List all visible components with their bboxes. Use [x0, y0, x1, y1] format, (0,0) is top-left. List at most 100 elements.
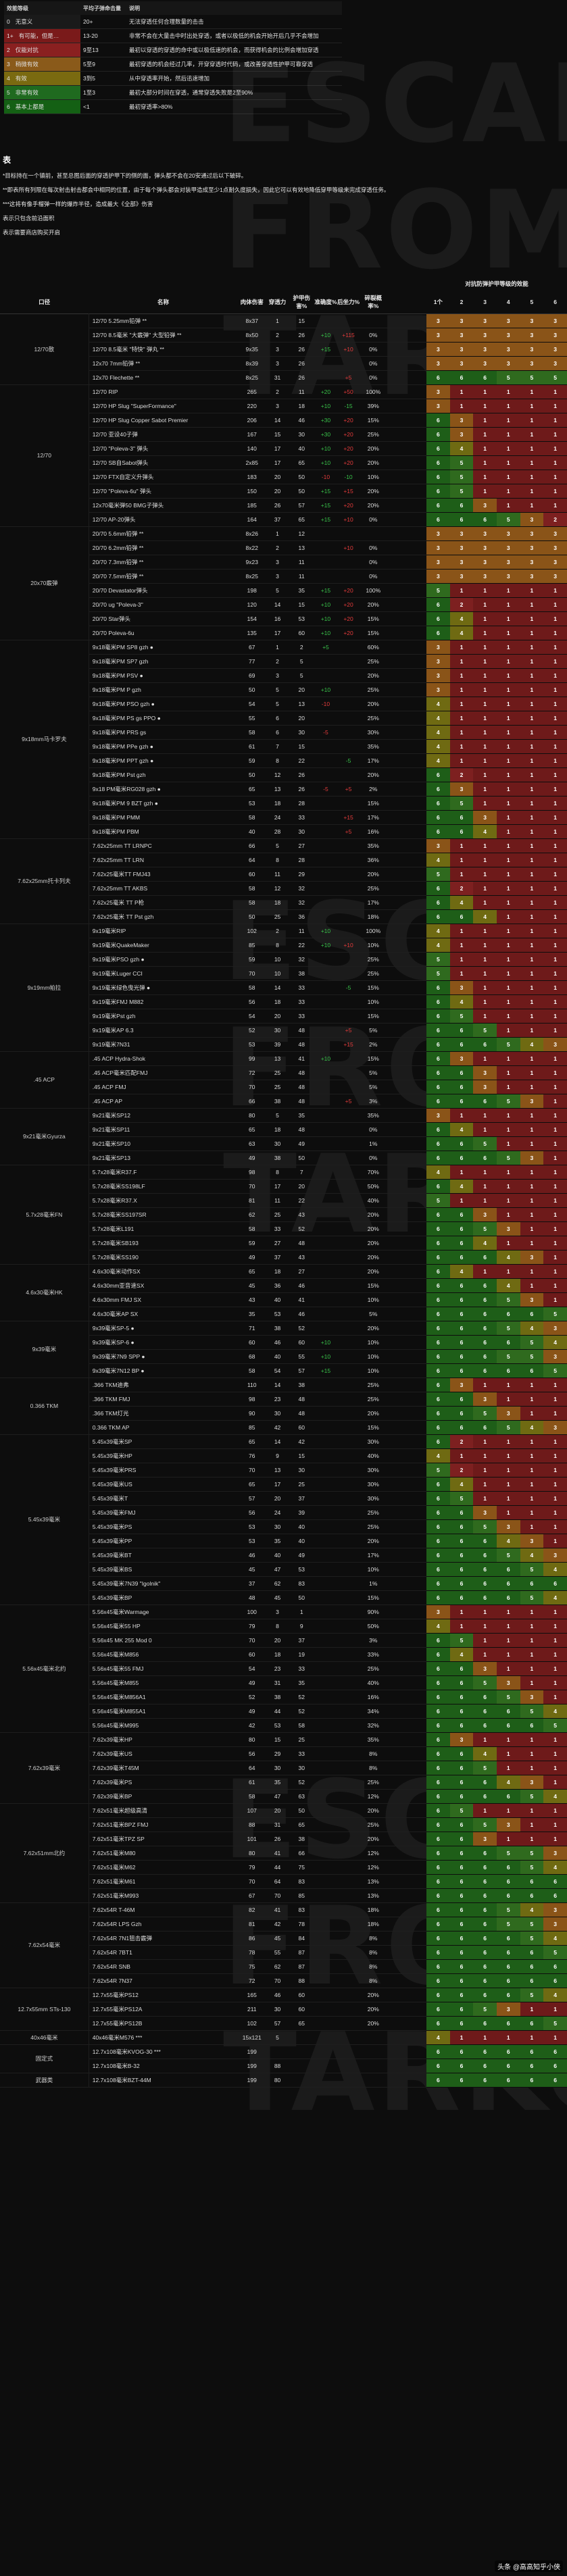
ammo-acc2	[387, 1945, 407, 1960]
eff-cell-2: 5	[449, 455, 474, 470]
eff-cell-1: 6	[426, 1775, 450, 1790]
eff-cell-1: 6	[426, 1505, 450, 1520]
eff-cell-2: 1	[449, 753, 474, 768]
eff-cell-5: 1	[520, 1080, 544, 1094]
ammo-name: 9x18毫米PM SP7 gzh	[89, 654, 238, 669]
ammo-row: 5.45x39毫米PRS 70 13 30 30% 5 2 1 1 1 1	[0, 1463, 567, 1478]
eff-cell-3: 4	[473, 1236, 497, 1251]
ammo-name: 4.6x30mm亚音速SX	[89, 1278, 238, 1293]
ammo-acc2	[387, 1761, 407, 1775]
ammo-acc	[314, 1803, 337, 1818]
eff-cell-1: 6	[426, 441, 450, 456]
ammo-pen: 38	[266, 1690, 289, 1704]
eff-cell-4: 3	[496, 1675, 520, 1690]
eff-cell-5: 1	[520, 1817, 544, 1832]
ammo-rec2	[406, 1548, 426, 1563]
ammo-pen: 14	[266, 980, 289, 995]
eff-cell-6: 3	[543, 356, 567, 371]
ammo-acc	[314, 1505, 337, 1520]
eff-cell-1: 6	[426, 1179, 450, 1194]
ammo-dmg: 80	[237, 1108, 266, 1123]
eff-cell-4: 1	[496, 980, 520, 995]
ammo-arm: 7	[289, 1165, 315, 1180]
eff-cell-2: 6	[449, 1534, 474, 1548]
eff-cell-3: 6	[473, 512, 497, 527]
ammo-name: 9x18毫米PM P gzh	[89, 682, 238, 697]
eff-cell-5: 3	[520, 342, 544, 357]
ammo-rec2	[406, 1420, 426, 1435]
ammo-rec: +15	[337, 810, 360, 825]
ammo-rec	[337, 1108, 360, 1123]
eff-cell-2: 6	[449, 498, 474, 513]
ammo-rec	[337, 1080, 360, 1094]
ammo-rec: +10	[337, 938, 360, 953]
eff-cell-2: 1	[449, 966, 474, 981]
ammo-pen: 12	[266, 767, 289, 782]
ammo-name: 12/70 "Poleva-3" 弹头	[89, 441, 238, 456]
ammo-arm: 65	[289, 512, 315, 527]
ammo-pen: 11	[266, 867, 289, 882]
eff-cell-1: 6	[426, 1420, 450, 1435]
ammo-acc	[314, 1406, 337, 1421]
eff-cell-1: 4	[426, 739, 450, 754]
ammo-acc2	[387, 399, 407, 413]
eff-cell-5: 1	[520, 583, 544, 598]
ammo-acc: +15	[314, 583, 337, 598]
ammo-arm: 60	[289, 626, 315, 640]
eff-cell-5: 1	[520, 1193, 544, 1208]
ammo-dmg: 64	[237, 1761, 266, 1775]
ammo-row: 7.62x54R LPS Gzh 81 42 78 18% 6 6 6 5 5 3	[0, 1917, 567, 1931]
ammo-name: .366 TKM FMJ	[89, 1392, 238, 1407]
eff-cell-2: 1	[449, 640, 474, 655]
ammo-frag: 20%	[360, 697, 387, 711]
ammo-name: 7.62x51毫米BPZ FMJ	[89, 1817, 238, 1832]
ammo-rec2	[406, 1704, 426, 1719]
ammo-frag: 0%	[360, 555, 387, 570]
eff-cell-5: 5	[520, 1846, 544, 1861]
ammo-rec	[337, 924, 360, 938]
eff-cell-2: 6	[449, 1690, 474, 1704]
eff-cell-3: 1	[473, 796, 497, 811]
ammo-arm: 40	[289, 441, 315, 456]
ammo-acc	[314, 1321, 337, 1336]
eff-cell-6: 4	[543, 1562, 567, 1577]
ammo-frag: 18%	[360, 1917, 387, 1931]
eff-cell-5: 1	[520, 427, 544, 442]
eff-cell-1: 6	[426, 611, 450, 626]
eff-cell-6: 1	[543, 654, 567, 669]
ammo-arm: 19	[289, 1647, 315, 1662]
eff-cell-1: 6	[426, 909, 450, 924]
eff-cell-4: 1	[496, 753, 520, 768]
ammo-acc	[314, 895, 337, 910]
eff-cell-5: 1	[520, 441, 544, 456]
ammo-frag: 25%	[360, 711, 387, 726]
ammo-acc: -5	[314, 725, 337, 740]
legend-level-number: 6	[7, 103, 10, 110]
note-line: 表示需要商店购买开启	[3, 229, 61, 236]
ammo-name: 12.7x108毫米B-32	[89, 2059, 238, 2073]
ammo-acc2	[387, 853, 407, 867]
ammo-rec2	[406, 909, 426, 924]
ammo-row: 5.45x39毫米BP 48 45 50 15% 6 6 6 6 5 4	[0, 1590, 567, 1605]
eff-cell-2: 3	[449, 555, 474, 570]
eff-cell-1: 6	[426, 1321, 450, 1336]
ammo-dmg: 57	[237, 1491, 266, 1506]
ammo-acc	[314, 654, 337, 669]
ammo-acc	[314, 1420, 337, 1435]
eff-cell-2: 5	[449, 1491, 474, 1506]
col-armor-damage: 护甲伤害%	[289, 291, 315, 313]
ammo-row: .366 TKM灯光 90 30 48 20% 6 6 5 3 1 1	[0, 1406, 567, 1421]
ammo-acc2	[387, 1846, 407, 1861]
eff-cell-3: 6	[473, 1931, 497, 1946]
ammo-rec	[337, 952, 360, 967]
eff-cell-2: 6	[449, 1775, 474, 1790]
eff-cell-5: 1	[520, 994, 544, 1009]
eff-cell-3: 4	[473, 909, 497, 924]
ammo-rec	[337, 1647, 360, 1662]
ammo-rec2	[406, 739, 426, 754]
ammo-rec2	[406, 1576, 426, 1591]
eff-cell-4: 6	[496, 1945, 520, 1960]
eff-cell-4: 1	[496, 824, 520, 839]
eff-cell-4: 6	[496, 1335, 520, 1350]
ammo-row: 5.7x28毫米SS197SR 62 25 43 20% 6 6 3 1 1 1	[0, 1207, 567, 1222]
